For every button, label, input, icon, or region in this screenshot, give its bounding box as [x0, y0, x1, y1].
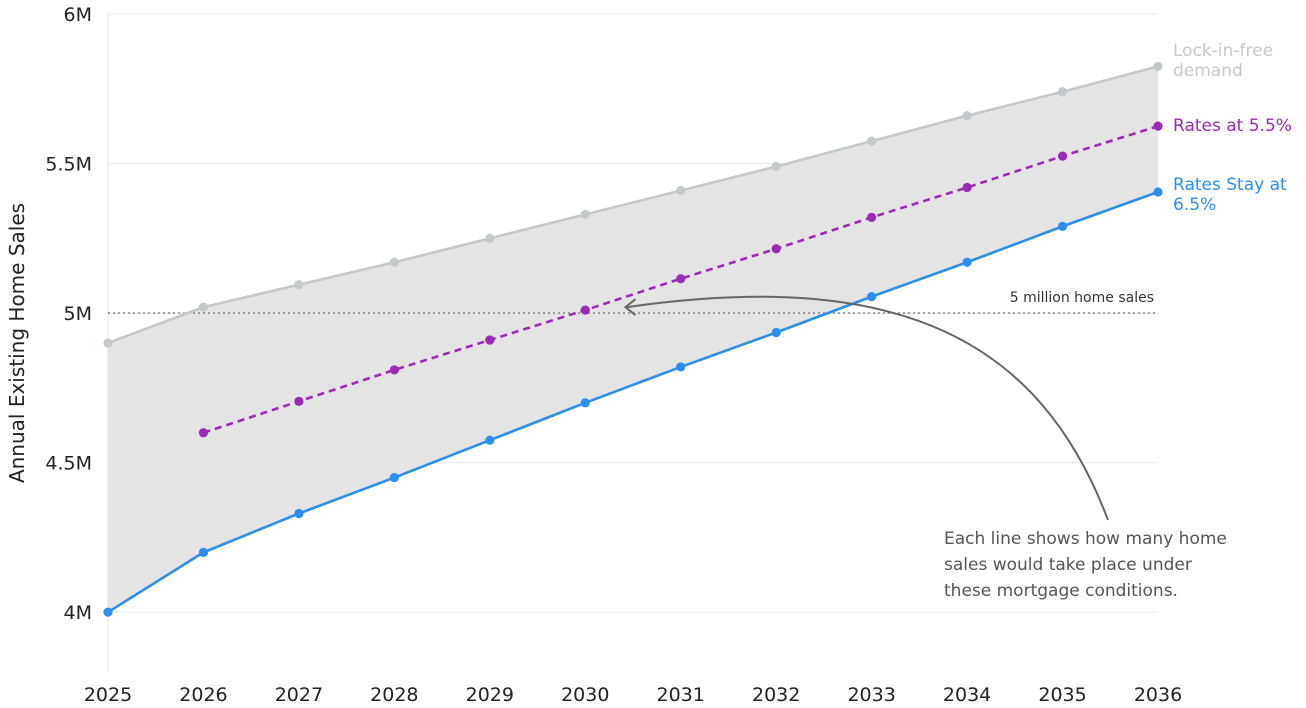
y-tick-label: 5.5M — [45, 154, 92, 176]
annotation-arrowhead — [623, 298, 637, 316]
data-point — [294, 508, 304, 519]
data-point — [198, 302, 209, 312]
data-point — [485, 233, 495, 243]
series-label: Rates at 5.5% — [1173, 116, 1292, 136]
x-tick-label: 2027 — [275, 684, 323, 706]
x-tick-label: 2034 — [943, 684, 991, 706]
data-point — [294, 396, 304, 406]
range-fill-area — [108, 66, 1158, 613]
y-axis-title: Annual Existing Home Sales — [5, 203, 29, 483]
data-point — [389, 365, 399, 375]
data-point — [676, 274, 686, 284]
data-point — [771, 327, 781, 338]
data-point — [771, 244, 781, 254]
y-tick-label: 4M — [64, 602, 92, 624]
series-label: Rates Stay at — [1173, 175, 1287, 195]
data-point — [1153, 61, 1163, 71]
data-point — [1057, 151, 1068, 161]
reference-line-label: 5 million home sales — [1010, 290, 1154, 306]
data-point — [867, 212, 877, 222]
data-point — [1057, 87, 1068, 97]
series-line — [107, 190, 1159, 614]
data-point — [389, 472, 399, 483]
y-axis-ticks: 4M 4.5M 5M 5.5M 6M — [45, 4, 92, 624]
annotation-text-line: Each line shows how many home — [944, 529, 1227, 549]
y-tick-label: 4.5M — [45, 453, 92, 475]
data-point — [485, 335, 495, 345]
data-point — [294, 280, 304, 290]
data-point — [962, 182, 972, 193]
data-point — [1057, 221, 1068, 231]
data-point — [580, 305, 590, 315]
series-label: Lock-in-free — [1173, 41, 1273, 61]
x-axis-ticks: 2025 2026 2027 2028 2029 2030 2031 2032 2033 2034… — [84, 684, 1182, 706]
annotation-text-line: sales would take place under — [944, 555, 1192, 575]
data-point — [485, 435, 495, 445]
data-point — [580, 209, 590, 219]
annotation-text-line: these mortgage conditions. — [944, 581, 1178, 601]
data-point — [103, 338, 113, 348]
x-tick-label: 2032 — [752, 684, 800, 706]
data-point — [962, 111, 972, 121]
series-line — [107, 65, 1159, 345]
data-point — [1153, 187, 1163, 197]
x-tick-label: 2031 — [657, 684, 705, 706]
x-tick-label: 2036 — [1134, 684, 1182, 706]
series-label: demand — [1173, 61, 1243, 81]
data-point — [771, 161, 781, 172]
x-tick-label: 2028 — [370, 684, 418, 706]
x-tick-label: 2025 — [84, 684, 132, 706]
data-point — [867, 292, 877, 302]
x-tick-label: 2033 — [847, 684, 895, 706]
y-tick-label: 6M — [64, 4, 92, 26]
annotation: Each line shows how many home sales woul… — [623, 295, 1227, 601]
data-point — [962, 257, 972, 267]
data-point — [103, 607, 113, 617]
data-point — [389, 257, 399, 267]
y-tick-label: 5M — [64, 303, 92, 325]
series-label: 6.5% — [1173, 195, 1216, 215]
data-point — [198, 547, 209, 557]
annotation-arrow — [627, 295, 1109, 521]
x-tick-label: 2035 — [1038, 684, 1086, 706]
x-tick-label: 2029 — [466, 684, 514, 706]
data-point — [198, 428, 209, 438]
x-tick-label: 2030 — [561, 684, 609, 706]
data-point — [676, 362, 686, 372]
data-point — [1153, 121, 1163, 131]
data-point — [867, 136, 877, 146]
data-point — [676, 185, 686, 196]
data-point — [580, 398, 590, 408]
x-tick-label: 2026 — [179, 684, 227, 706]
